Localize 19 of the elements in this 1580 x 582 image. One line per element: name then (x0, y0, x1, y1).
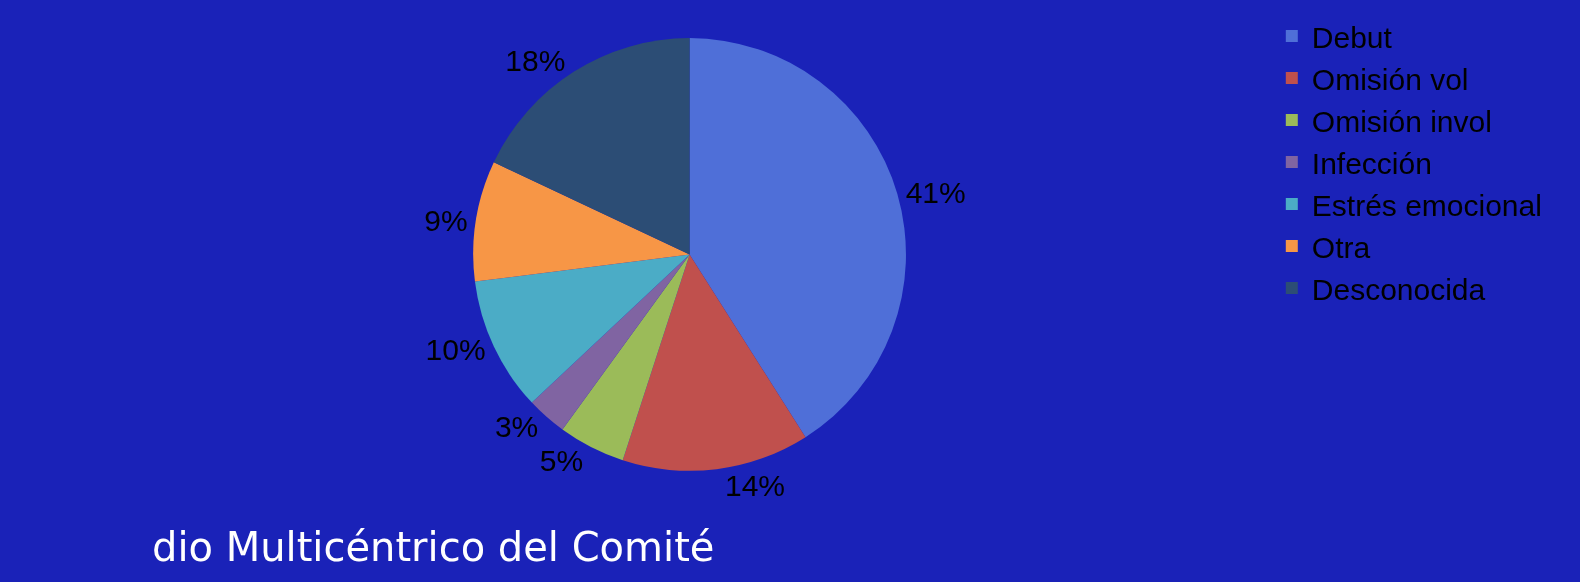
data-label: 5% (539, 443, 584, 477)
data-label: 14% (724, 468, 786, 502)
pie-slice (473, 162, 690, 282)
legend-label: Omisión vol (1311, 62, 1469, 96)
pie-slice (689, 38, 906, 438)
data-label: 41% (905, 176, 966, 210)
data-label: 10% (425, 333, 486, 367)
pie-slice (622, 254, 806, 471)
data-label: 3% (494, 409, 539, 443)
pie-slice (493, 38, 690, 255)
data-label: 9% (424, 203, 468, 237)
data-label: 18% (505, 43, 566, 77)
legend-label: Infección (1311, 146, 1432, 180)
text: dio Multicéntrico del Comité (152, 524, 715, 570)
legend-label: Desconocida (1311, 272, 1486, 306)
legend-label: Omisión invol (1311, 104, 1492, 138)
legend-label: Estrés emocional (1311, 188, 1542, 222)
legend-label: Debut (1311, 20, 1393, 54)
legend-label: Otra (1311, 230, 1371, 264)
